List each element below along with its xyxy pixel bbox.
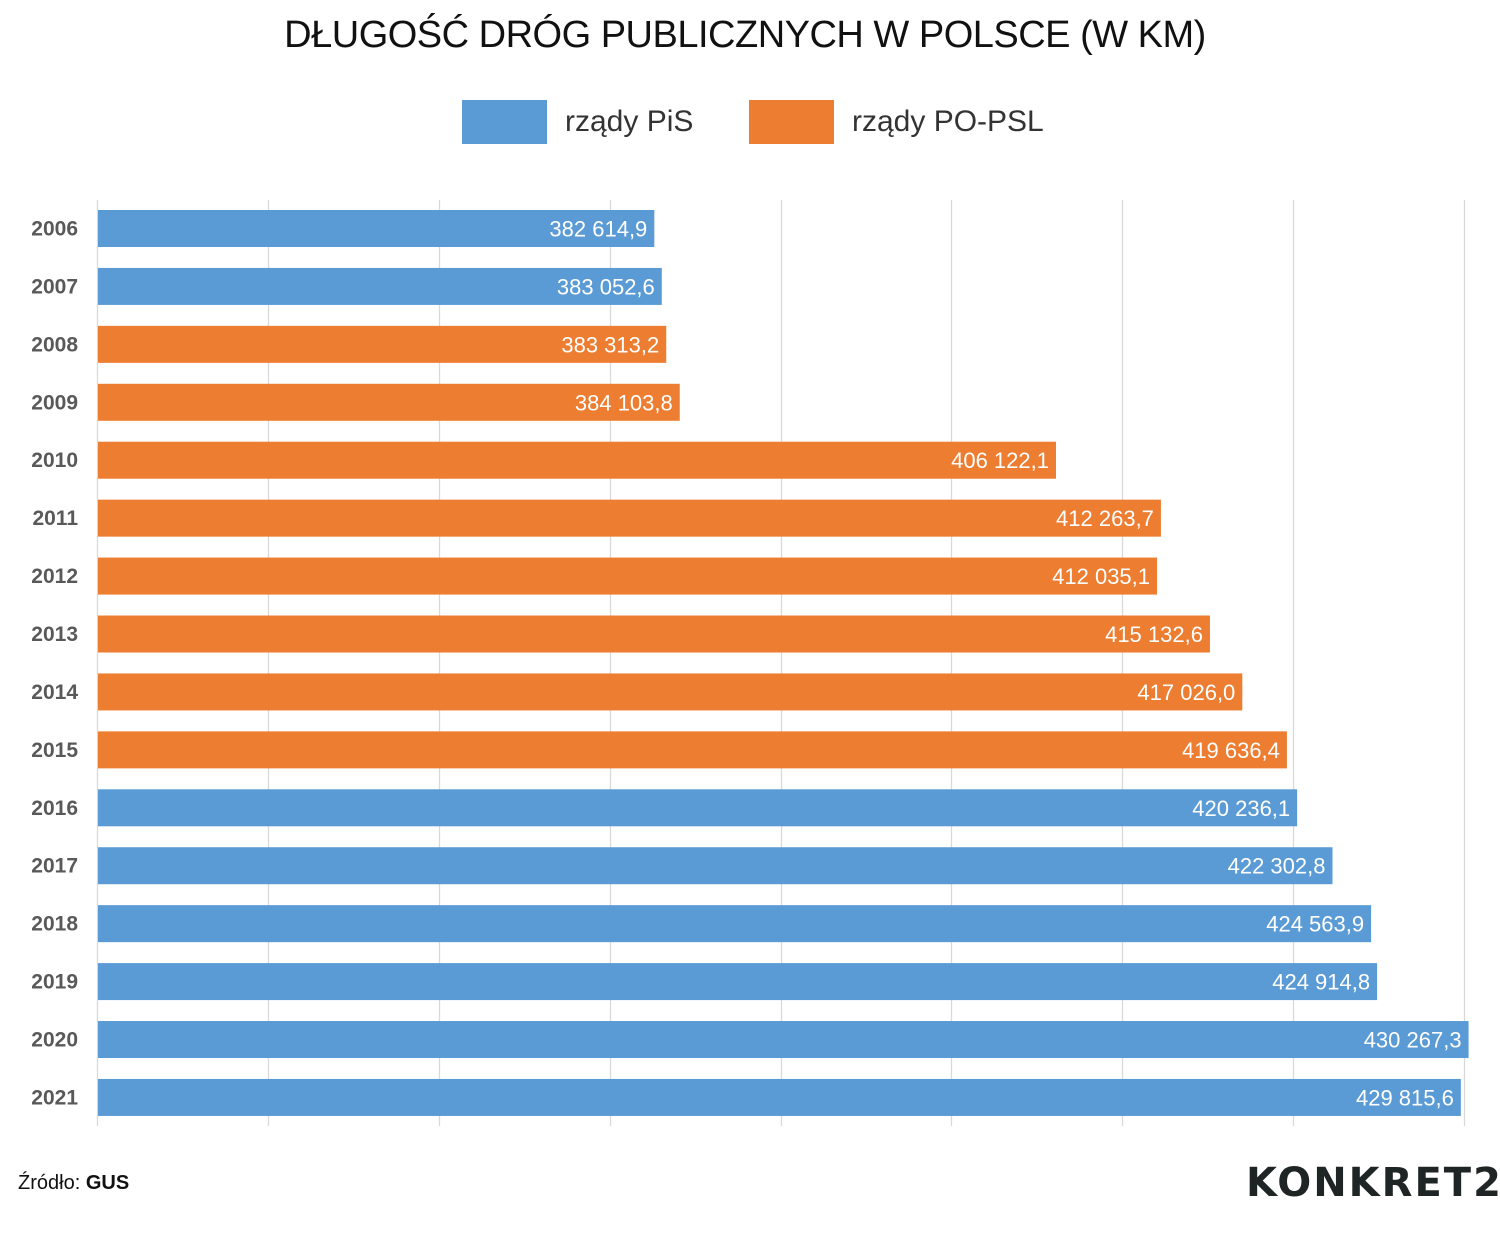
category-label-2009: 2009 [31,391,78,414]
category-label-2007: 2007 [31,275,78,298]
legend-label-po-psl: rządy PO-PSL [852,105,1044,138]
konkret24-logo: KONKRET24 [1246,1160,1500,1206]
data-label-2015: 419 636,4 [1182,738,1280,763]
data-label-2014: 417 026,0 [1137,680,1235,705]
data-label-2013: 415 132,6 [1105,622,1203,647]
data-label-2017: 422 302,8 [1228,854,1326,879]
data-label-2016: 420 236,1 [1192,796,1290,821]
category-label-2017: 2017 [31,855,78,878]
bar-2015 [98,731,1287,769]
data-label-2012: 412 035,1 [1052,564,1150,589]
source-prefix: Źródło: [18,1172,81,1194]
bar-2011 [98,499,1161,537]
category-label-2008: 2008 [31,333,78,356]
data-label-2007: 383 052,6 [557,274,655,299]
data-label-2019: 424 914,8 [1272,970,1370,995]
data-label-2006: 382 614,9 [549,217,647,242]
category-label-2010: 2010 [31,449,78,472]
data-label-2011: 412 263,7 [1056,506,1154,531]
bar-2014 [98,673,1243,711]
bar-2008 [98,325,667,363]
category-label-2021: 2021 [31,1086,78,1109]
category-label-2014: 2014 [31,681,78,704]
bar-2018 [98,905,1372,943]
category-label-2020: 2020 [31,1029,78,1052]
bar-2019 [98,963,1378,1001]
bar-2016 [98,789,1298,827]
category-label-2013: 2013 [31,623,78,646]
category-label-2012: 2012 [31,565,78,588]
category-label-2019: 2019 [31,971,78,994]
bar-2006 [98,210,655,247]
category-label-2015: 2015 [31,739,78,762]
data-label-2010: 406 122,1 [951,448,1049,473]
data-label-2021: 429 815,6 [1356,1085,1454,1110]
bar-2012 [98,557,1158,595]
category-label-2018: 2018 [31,913,78,936]
bar-2009 [98,383,680,421]
bar-2020 [98,1021,1469,1059]
chart-title: DŁUGOŚĆ DRÓG PUBLICZNYCH W POLSCE (W KM) [284,14,1206,56]
bar-2021 [98,1078,1461,1116]
data-label-2008: 383 313,2 [561,332,659,357]
legend-item-po-psl: rządy PO-PSL [749,100,1044,144]
legend-label-pis: rządy PiS [565,105,694,138]
bar-2017 [98,847,1333,885]
legend-swatch-po-psl [749,100,834,144]
legend-item-pis: rządy PiS [462,100,693,144]
source-note: Źródło: GUS [18,1172,129,1195]
bar-2007 [98,267,662,305]
category-label-2006: 2006 [31,218,78,241]
category-label-2016: 2016 [31,797,78,820]
bar-2010 [98,441,1056,479]
data-label-2009: 384 103,8 [575,390,673,415]
bar-2013 [98,615,1210,653]
legend-swatch-pis [462,100,547,144]
data-label-2018: 424 563,9 [1266,912,1364,937]
source-name: GUS [85,1172,130,1194]
category-label-2011: 2011 [32,507,78,530]
data-label-2020: 430 267,3 [1364,1028,1462,1053]
